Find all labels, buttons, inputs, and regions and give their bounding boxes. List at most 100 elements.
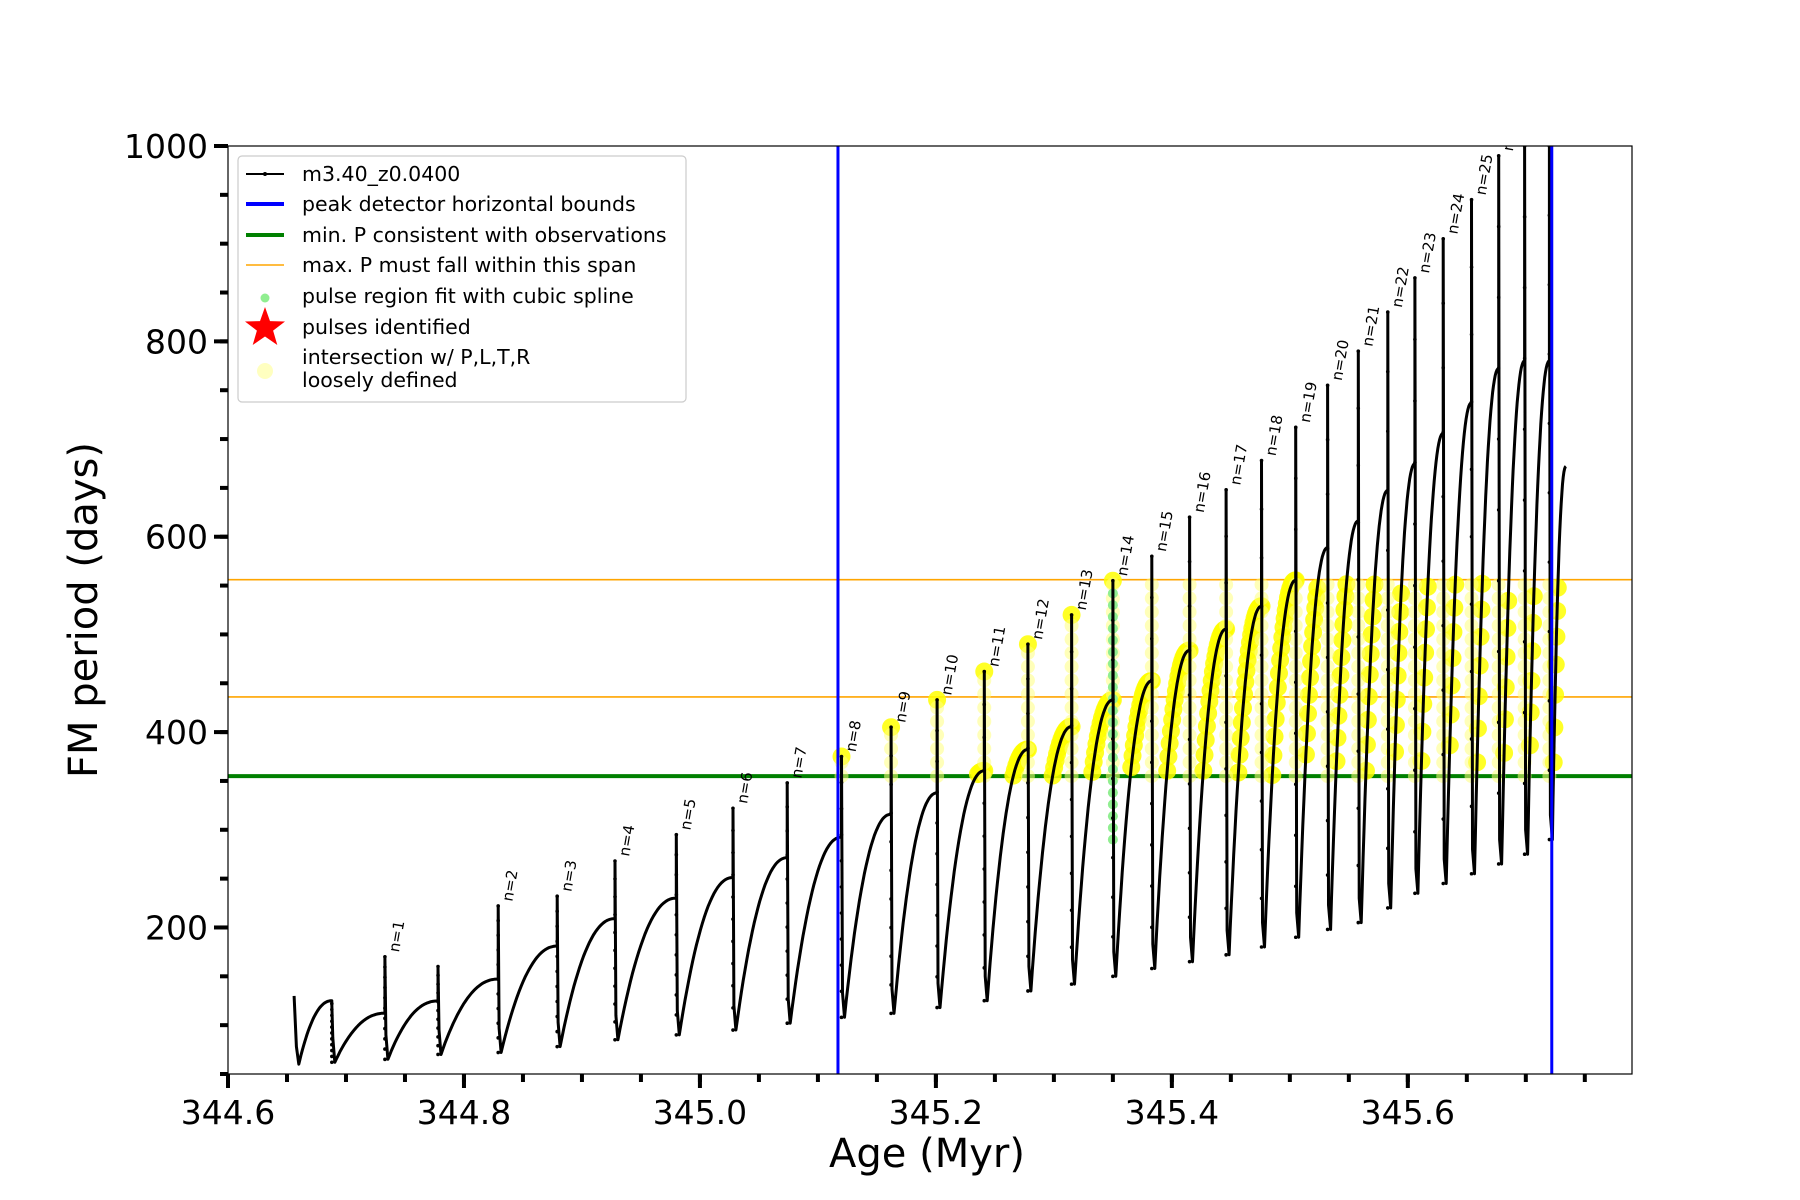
track-point bbox=[1224, 488, 1228, 492]
track-point bbox=[982, 966, 987, 970]
track-point bbox=[1150, 595, 1154, 600]
track-point bbox=[1356, 920, 1361, 925]
track-point bbox=[1293, 833, 1298, 838]
track-point bbox=[496, 918, 500, 923]
track-point bbox=[1496, 649, 1501, 654]
track-point bbox=[1496, 791, 1501, 795]
track-point bbox=[1150, 678, 1154, 682]
track-point bbox=[935, 790, 939, 794]
track-point bbox=[1069, 723, 1074, 728]
track-point bbox=[496, 992, 500, 996]
legend-label: intersection w/ P,L,T,R bbox=[302, 345, 530, 369]
track-point bbox=[1187, 648, 1192, 653]
track-point bbox=[555, 939, 559, 944]
track-point bbox=[330, 1054, 334, 1059]
track-point bbox=[674, 933, 679, 937]
track-point bbox=[1293, 629, 1298, 634]
track-point bbox=[330, 1042, 334, 1047]
track-point bbox=[1150, 760, 1154, 765]
track-point bbox=[330, 1048, 334, 1053]
track-point bbox=[1069, 982, 1074, 986]
track-point bbox=[1441, 752, 1446, 757]
track-point bbox=[496, 1050, 500, 1055]
y-tick-label: 1000 bbox=[124, 127, 208, 166]
track-point bbox=[674, 1033, 679, 1037]
track-point bbox=[889, 983, 893, 987]
track-point bbox=[1293, 935, 1298, 940]
track-point bbox=[1069, 650, 1074, 654]
track-point bbox=[889, 925, 893, 930]
track-point bbox=[1150, 843, 1154, 847]
track-point bbox=[785, 781, 790, 785]
track-point bbox=[1224, 627, 1228, 632]
track-point bbox=[982, 998, 987, 1003]
track-point bbox=[839, 832, 844, 837]
legend-swatch-star bbox=[245, 307, 285, 345]
track-point bbox=[1522, 639, 1527, 644]
track-point bbox=[1385, 846, 1390, 851]
track-point bbox=[383, 954, 387, 959]
track-point bbox=[1111, 974, 1115, 979]
axes: 344.6 344.8 345.0 345.2 345.4 345.6 200 400 600 8… bbox=[124, 127, 1587, 1132]
track-point bbox=[1259, 701, 1264, 706]
track-point bbox=[1150, 636, 1154, 641]
y-tick-label: 400 bbox=[145, 713, 208, 752]
pulse-label: n=7 bbox=[787, 745, 810, 779]
track-point bbox=[1385, 906, 1390, 910]
track-point bbox=[889, 811, 893, 815]
track-point bbox=[613, 859, 617, 863]
track-point bbox=[555, 1029, 559, 1034]
track-point bbox=[1441, 688, 1446, 692]
track-point bbox=[1469, 804, 1474, 809]
track-point bbox=[839, 885, 844, 889]
track-point bbox=[1413, 706, 1417, 711]
track-point bbox=[1413, 460, 1417, 465]
track-point bbox=[1356, 349, 1361, 353]
track-point bbox=[613, 966, 617, 971]
track-point bbox=[436, 1043, 440, 1048]
track-point bbox=[1496, 437, 1501, 441]
track-point bbox=[1069, 908, 1074, 913]
track-point bbox=[1413, 829, 1417, 834]
pulse-label: n=8 bbox=[842, 719, 865, 753]
track-point bbox=[383, 975, 387, 980]
track-point bbox=[1385, 786, 1390, 791]
track-point bbox=[613, 877, 617, 881]
track-point bbox=[674, 1013, 679, 1017]
track-point bbox=[1522, 852, 1527, 857]
track-point bbox=[889, 782, 893, 787]
track-point bbox=[383, 1057, 387, 1062]
track-point bbox=[889, 954, 893, 958]
plot-area: n=1n=2 n=3n=4n=5n=6n=7n=8n=9n=10n=11n=12n… bbox=[228, 146, 1632, 1074]
track-point bbox=[1111, 895, 1115, 899]
track-point bbox=[1441, 623, 1446, 628]
track-point bbox=[1026, 815, 1030, 820]
track-point bbox=[1259, 799, 1264, 803]
track-point bbox=[436, 1008, 440, 1013]
track-point bbox=[935, 944, 939, 948]
track-point bbox=[436, 964, 440, 969]
track-point bbox=[1026, 885, 1030, 889]
track-point bbox=[1413, 276, 1417, 280]
track-point bbox=[1224, 581, 1228, 585]
track-point bbox=[1325, 927, 1330, 932]
track-point bbox=[674, 973, 679, 977]
track-point bbox=[1259, 847, 1264, 852]
track-point bbox=[731, 1028, 735, 1032]
track-point bbox=[1111, 658, 1115, 662]
track-point bbox=[1413, 645, 1417, 649]
legend-label: pulses identified bbox=[302, 315, 471, 339]
track-point bbox=[1356, 692, 1361, 696]
track-point bbox=[1522, 427, 1527, 432]
legend-swatch-dot bbox=[263, 172, 267, 176]
track-point bbox=[1413, 891, 1417, 896]
track-point bbox=[436, 991, 440, 995]
track-point bbox=[1496, 578, 1501, 583]
track-point bbox=[839, 963, 844, 967]
track-point bbox=[785, 805, 790, 809]
track-point bbox=[1111, 776, 1115, 781]
track-point bbox=[982, 834, 987, 838]
track-point bbox=[1293, 884, 1298, 889]
track-point bbox=[1522, 285, 1527, 290]
track-point bbox=[1259, 507, 1264, 511]
